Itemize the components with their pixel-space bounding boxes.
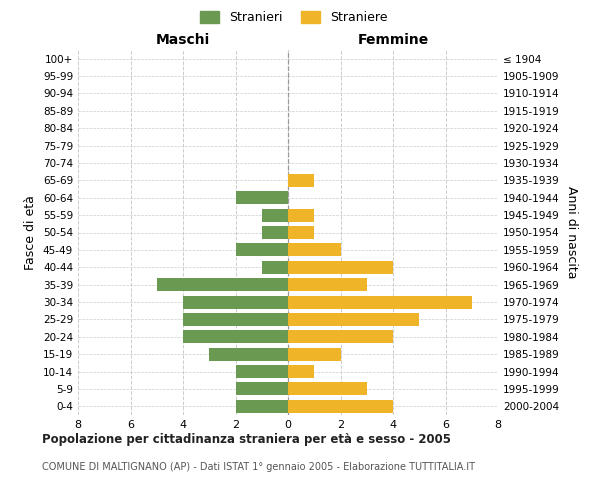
Text: COMUNE DI MALTIGNANO (AP) - Dati ISTAT 1° gennaio 2005 - Elaborazione TUTTITALIA: COMUNE DI MALTIGNANO (AP) - Dati ISTAT 1… bbox=[42, 462, 475, 472]
Text: Femmine: Femmine bbox=[358, 32, 428, 46]
Bar bbox=[235, 382, 288, 396]
Bar bbox=[288, 174, 314, 187]
Bar bbox=[288, 226, 314, 239]
Bar bbox=[157, 278, 288, 291]
Bar bbox=[235, 244, 288, 256]
Bar bbox=[183, 330, 288, 344]
Bar bbox=[262, 260, 288, 274]
Bar bbox=[288, 330, 393, 344]
Bar bbox=[183, 313, 288, 326]
Bar bbox=[235, 191, 288, 204]
Bar bbox=[288, 244, 341, 256]
Bar bbox=[288, 208, 314, 222]
Text: Popolazione per cittadinanza straniera per età e sesso - 2005: Popolazione per cittadinanza straniera p… bbox=[42, 432, 451, 446]
Bar bbox=[288, 365, 314, 378]
Bar bbox=[288, 382, 367, 396]
Y-axis label: Fasce di età: Fasce di età bbox=[25, 195, 37, 270]
Bar bbox=[262, 208, 288, 222]
Text: Maschi: Maschi bbox=[156, 32, 210, 46]
Bar bbox=[288, 313, 419, 326]
Bar bbox=[235, 365, 288, 378]
Bar bbox=[288, 278, 367, 291]
Bar bbox=[288, 348, 341, 360]
Y-axis label: Anni di nascita: Anni di nascita bbox=[565, 186, 578, 279]
Bar bbox=[209, 348, 288, 360]
Bar bbox=[262, 226, 288, 239]
Bar bbox=[235, 400, 288, 413]
Bar bbox=[288, 400, 393, 413]
Bar bbox=[288, 296, 472, 308]
Bar bbox=[288, 260, 393, 274]
Legend: Stranieri, Straniere: Stranieri, Straniere bbox=[196, 6, 392, 29]
Bar bbox=[183, 296, 288, 308]
